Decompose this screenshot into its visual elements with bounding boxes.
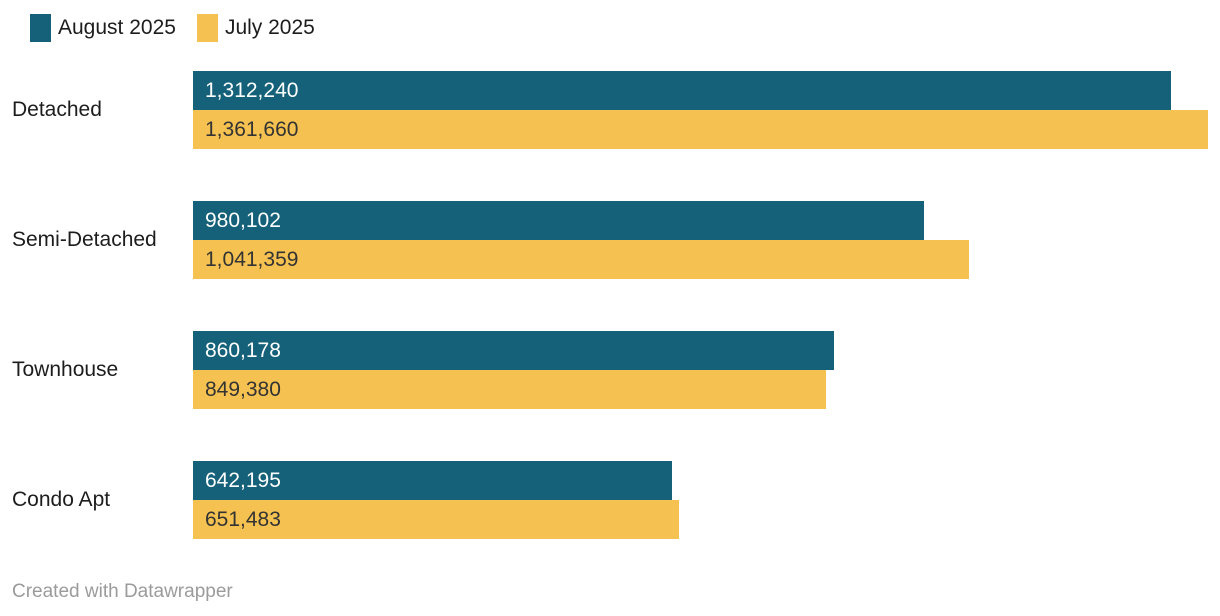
bar[interactable]: 1,312,240 — [193, 71, 1172, 110]
bar-value-label: 651,483 — [205, 507, 281, 531]
bar-group: 642,195 651,483 — [193, 461, 1208, 539]
legend-item: August 2025 — [30, 14, 176, 42]
legend: August 2025 July 2025 — [30, 14, 336, 42]
bar-value-label: 1,361,660 — [205, 117, 299, 141]
bar-group: 860,178 849,380 — [193, 331, 1208, 409]
chart-row: Townhouse 860,178 849,380 — [0, 331, 1220, 409]
bar[interactable]: 980,102 — [193, 201, 924, 240]
bar-group: 980,102 1,041,359 — [193, 201, 1208, 279]
bar[interactable]: 860,178 — [193, 331, 835, 370]
datawrapper-attribution-link[interactable]: Created with Datawrapper — [12, 581, 233, 602]
chart-row: Condo Apt 642,195 651,483 — [0, 461, 1220, 539]
bar-chart: Detached 1,312,240 1,361,660 Semi-Detach… — [0, 71, 1220, 591]
bar[interactable]: 642,195 — [193, 461, 672, 500]
bar-value-label: 1,041,359 — [205, 247, 299, 271]
bar-value-label: 849,380 — [205, 377, 281, 401]
bar-group: 1,312,240 1,361,660 — [193, 71, 1208, 149]
legend-item: July 2025 — [196, 14, 315, 42]
chart-row: Semi-Detached 980,102 1,041,359 — [0, 201, 1220, 279]
legend-label: July 2025 — [224, 16, 315, 39]
bar-value-label: 860,178 — [205, 338, 281, 362]
legend-label: August 2025 — [58, 16, 176, 39]
bar-value-label: 1,312,240 — [205, 78, 299, 102]
category-label: Townhouse — [12, 358, 119, 381]
legend-swatch-icon — [30, 14, 51, 42]
bar[interactable]: 849,380 — [193, 370, 827, 409]
category-label: Condo Apt — [12, 488, 111, 511]
chart-row: Detached 1,312,240 1,361,660 — [0, 71, 1220, 149]
category-label: Detached — [12, 98, 102, 121]
bar[interactable]: 1,361,660 — [193, 110, 1208, 149]
bar[interactable]: 1,041,359 — [193, 240, 970, 279]
bar-value-label: 980,102 — [205, 208, 281, 232]
category-label: Semi-Detached — [12, 228, 157, 251]
bar[interactable]: 651,483 — [193, 500, 679, 539]
bar-value-label: 642,195 — [205, 468, 281, 492]
legend-swatch-icon — [196, 14, 218, 42]
